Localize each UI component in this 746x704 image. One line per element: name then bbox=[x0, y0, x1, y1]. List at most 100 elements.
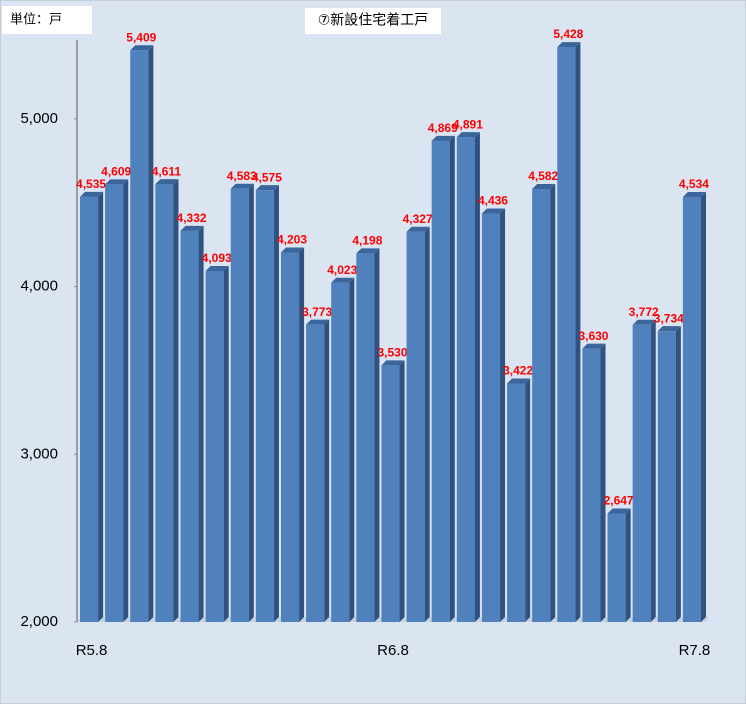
value-label: 4,327 bbox=[403, 212, 433, 226]
bar-front bbox=[657, 331, 676, 622]
bar bbox=[582, 343, 606, 622]
bar-top bbox=[607, 508, 631, 514]
bar-front bbox=[456, 137, 475, 622]
y-tick-label: 2,000 bbox=[20, 613, 58, 630]
bar-side bbox=[600, 343, 606, 622]
unit-box bbox=[2, 6, 92, 34]
bar-side bbox=[299, 247, 305, 622]
bar-side bbox=[474, 132, 480, 622]
bar-front bbox=[255, 190, 274, 622]
bar bbox=[381, 360, 405, 622]
value-label: 4,093 bbox=[202, 251, 232, 265]
bar-top bbox=[306, 319, 330, 325]
value-label: 4,583 bbox=[227, 169, 257, 183]
bar-side bbox=[550, 183, 556, 622]
value-label: 4,203 bbox=[277, 233, 307, 247]
bar bbox=[456, 132, 480, 622]
bar-side bbox=[525, 378, 531, 622]
bar-side bbox=[650, 319, 656, 622]
bar-top bbox=[456, 132, 480, 138]
bar-front bbox=[557, 47, 576, 622]
bar bbox=[306, 319, 330, 622]
bar-side bbox=[500, 208, 506, 622]
bar-top bbox=[431, 135, 455, 141]
value-label: 5,428 bbox=[553, 27, 583, 41]
bar-side bbox=[575, 42, 581, 622]
bar-top bbox=[205, 265, 229, 271]
bar-top bbox=[80, 191, 104, 197]
value-label: 4,575 bbox=[252, 170, 282, 184]
bar-front bbox=[80, 196, 99, 622]
y-tick-label: 3,000 bbox=[20, 445, 58, 462]
bar-top bbox=[406, 226, 430, 232]
bar-side bbox=[123, 179, 129, 623]
bar-top bbox=[582, 343, 606, 349]
value-label: 4,611 bbox=[152, 164, 182, 178]
bar-front bbox=[280, 252, 300, 622]
bar-side bbox=[324, 319, 330, 622]
value-label: 4,534 bbox=[679, 177, 709, 191]
bar-front bbox=[155, 184, 174, 622]
bar-top bbox=[682, 192, 706, 198]
bar-front bbox=[532, 188, 551, 622]
bar bbox=[657, 326, 681, 622]
bar-side bbox=[173, 179, 179, 622]
bar bbox=[130, 45, 154, 622]
bar-front bbox=[381, 365, 400, 622]
bar bbox=[406, 226, 430, 622]
bar bbox=[632, 319, 656, 622]
bar-top bbox=[331, 277, 355, 283]
x-tick-label: R5.8 bbox=[76, 642, 108, 659]
bar bbox=[105, 179, 129, 623]
bar-top bbox=[481, 208, 506, 214]
unit-label: 単位：戸 bbox=[10, 11, 62, 26]
x-tick-label: R6.8 bbox=[377, 642, 409, 659]
bar-front bbox=[632, 324, 651, 622]
value-label: 3,734 bbox=[654, 311, 684, 325]
bar bbox=[205, 265, 229, 622]
bar-top bbox=[381, 360, 405, 366]
bar-front bbox=[481, 213, 501, 622]
bar bbox=[431, 135, 455, 623]
value-label: 3,773 bbox=[302, 305, 332, 319]
y-tick-label: 5,000 bbox=[20, 110, 58, 127]
bar-front bbox=[105, 184, 124, 623]
bar-top bbox=[255, 185, 279, 191]
bar-front bbox=[431, 140, 450, 623]
chart-title: ⑦新設住宅着工戸 bbox=[318, 12, 429, 28]
bar-side bbox=[248, 183, 254, 622]
bar-front bbox=[180, 230, 199, 622]
bar-side bbox=[273, 185, 279, 622]
bar-front bbox=[682, 197, 701, 622]
bar-top bbox=[632, 319, 656, 325]
bar bbox=[532, 183, 556, 622]
bar bbox=[80, 191, 104, 622]
bar-side bbox=[198, 225, 204, 622]
value-label: 4,198 bbox=[352, 234, 382, 248]
bar-top bbox=[657, 326, 681, 332]
bar-top bbox=[532, 183, 556, 189]
bar-front bbox=[607, 513, 626, 622]
bar bbox=[230, 183, 254, 622]
value-label: 4,891 bbox=[453, 117, 483, 131]
bar bbox=[280, 247, 305, 622]
value-label: 4,332 bbox=[177, 211, 207, 225]
bar-side bbox=[98, 191, 104, 622]
value-label: 5,409 bbox=[126, 30, 156, 44]
bar-top bbox=[180, 225, 204, 231]
value-label: 2,647 bbox=[604, 494, 634, 508]
y-tick-label: 4,000 bbox=[20, 278, 58, 295]
bar bbox=[481, 208, 506, 622]
value-label: 4,436 bbox=[478, 194, 508, 208]
bar-top bbox=[230, 183, 254, 189]
bar-top bbox=[280, 247, 305, 253]
bar bbox=[507, 378, 531, 622]
bar-side bbox=[148, 45, 154, 622]
bar-top bbox=[155, 179, 179, 185]
bar-front bbox=[306, 324, 325, 622]
bar-side bbox=[675, 326, 681, 622]
title-box bbox=[305, 8, 441, 34]
value-label: 3,772 bbox=[629, 305, 659, 319]
value-label: 4,869 bbox=[428, 121, 458, 135]
